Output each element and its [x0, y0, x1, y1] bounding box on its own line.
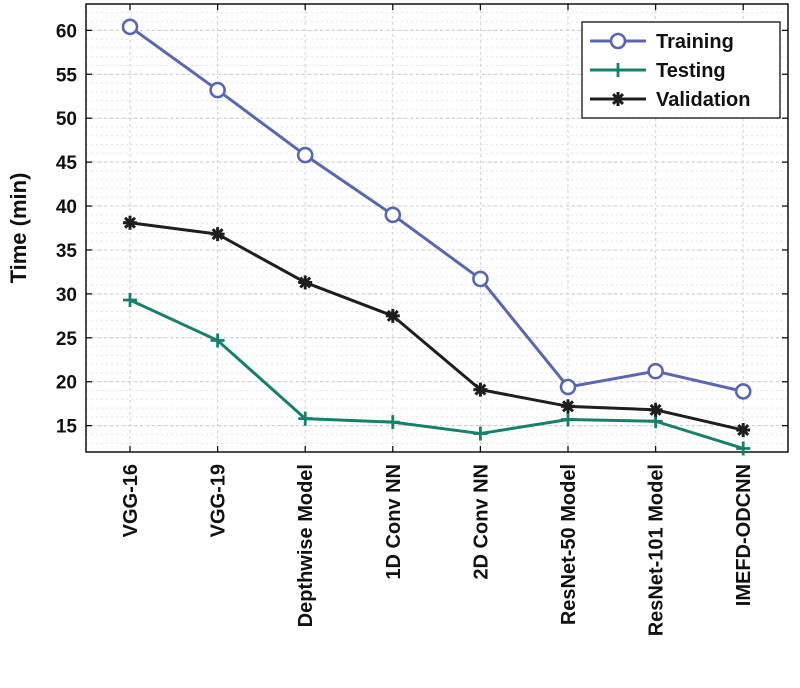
data-point-validation	[210, 227, 225, 242]
y-tick-label: 45	[56, 153, 78, 174]
data-point-validation	[648, 402, 663, 417]
legend-label: Testing	[656, 60, 726, 82]
x-axis-categories: VGG-16 VGG-19 Depthwise Model 1D Conv NN 2D …	[120, 4, 755, 636]
data-point-training	[472, 270, 489, 288]
y-tick-label: 25	[56, 329, 78, 350]
series-line-testing	[129, 298, 744, 450]
y-tick-label: 60	[56, 21, 77, 42]
legend-marker-validation	[611, 92, 625, 106]
data-point-testing	[298, 411, 313, 426]
x-category-label: ResNet-101 Model	[646, 464, 668, 636]
data-point-training	[209, 81, 226, 99]
series-training	[121, 18, 752, 400]
data-point-validation	[561, 399, 575, 414]
data-point-training	[559, 378, 577, 396]
data-point-validation	[473, 382, 488, 397]
x-category-label: 2D Conv NN	[470, 464, 492, 580]
y-tick-label: 40	[56, 197, 77, 218]
x-category-label: VGG-19	[208, 464, 230, 537]
legend: Training Testing Validation	[581, 21, 781, 119]
data-point-testing	[210, 333, 225, 348]
series-testing	[123, 293, 751, 456]
data-point-testing	[473, 426, 488, 441]
x-category-label: Depthwise Model	[295, 464, 317, 627]
legend-marker-training	[609, 32, 627, 50]
y-tick-label: 50	[56, 109, 77, 130]
x-category-label: 1D Conv NN	[383, 464, 405, 580]
data-point-testing	[123, 293, 137, 308]
data-point-training	[384, 206, 402, 224]
legend-label: Training	[656, 31, 734, 53]
legend-label: Validation	[656, 89, 750, 111]
data-point-testing	[736, 441, 751, 456]
series-line-validation	[129, 221, 744, 432]
data-point-training	[734, 383, 752, 400]
data-point-training	[647, 362, 664, 380]
data-point-training	[121, 18, 139, 36]
y-axis-ticks: 15 20 25 30 35 40 45 50 55 60	[56, 21, 788, 438]
y-tick-label: 30	[56, 285, 77, 306]
legend-item-testing: Testing	[590, 60, 726, 82]
x-category-label: ResNet-50 Model	[558, 464, 580, 625]
data-point-testing	[385, 415, 400, 430]
data-point-validation	[298, 275, 313, 290]
data-point-testing	[561, 412, 575, 427]
y-tick-label: 15	[56, 417, 78, 438]
data-point-validation	[385, 308, 400, 323]
y-tick-label: 20	[56, 373, 77, 394]
y-tick-label: 35	[56, 241, 78, 262]
legend-item-training: Training	[590, 31, 734, 53]
y-axis-label: Time (min)	[6, 173, 31, 284]
series-line-training	[129, 25, 744, 393]
x-category-label: IMEFD-ODCNN	[733, 464, 755, 606]
y-tick-label: 55	[56, 65, 78, 86]
series	[121, 18, 752, 456]
plot-area	[85, 3, 789, 453]
data-point-validation	[123, 215, 137, 230]
legend-marker-testing	[611, 63, 625, 77]
data-point-training	[296, 146, 314, 164]
series-validation	[123, 215, 751, 438]
data-point-validation	[736, 423, 751, 438]
x-category-label: VGG-16	[120, 464, 142, 537]
legend-item-validation: Validation	[590, 89, 750, 111]
